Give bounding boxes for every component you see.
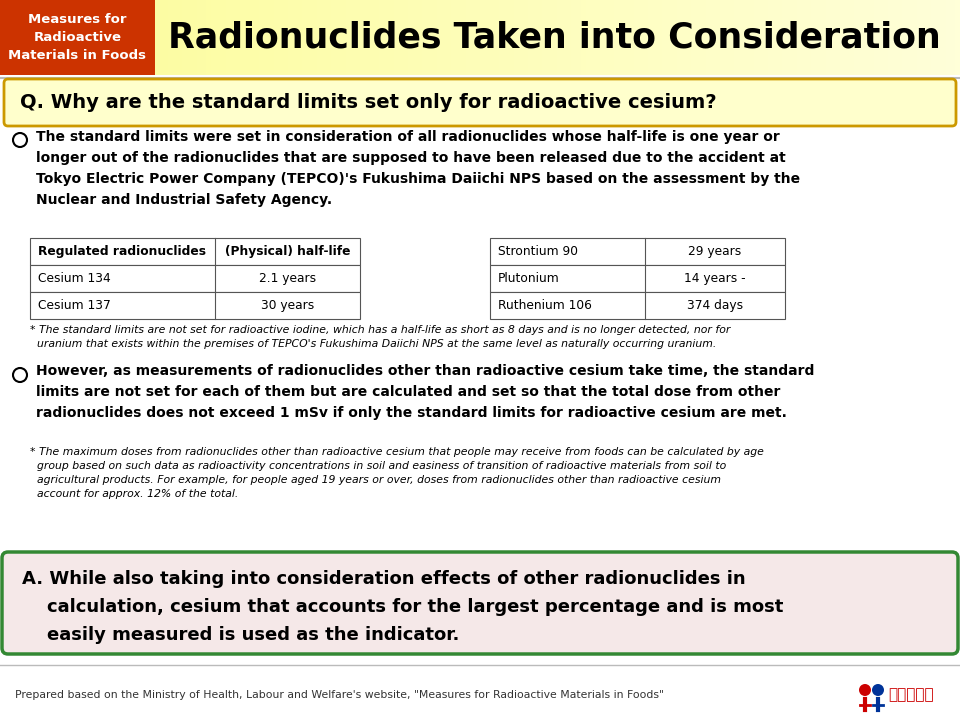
Text: agricultural products. For example, for people aged 19 years or over, doses from: agricultural products. For example, for … xyxy=(30,475,721,485)
Text: Measures for
Radioactive
Materials in Foods: Measures for Radioactive Materials in Fo… xyxy=(9,13,147,62)
Text: 14 years -: 14 years - xyxy=(684,272,746,285)
Text: 29 years: 29 years xyxy=(688,245,742,258)
Text: * The maximum doses from radionuclides other than radioactive cesium that people: * The maximum doses from radionuclides o… xyxy=(30,447,764,457)
Text: (Physical) half-life: (Physical) half-life xyxy=(225,245,350,258)
FancyBboxPatch shape xyxy=(490,292,785,319)
Text: Ruthenium 106: Ruthenium 106 xyxy=(498,299,592,312)
Text: 2.1 years: 2.1 years xyxy=(259,272,316,285)
Text: Q. Why are the standard limits set only for radioactive cesium?: Q. Why are the standard limits set only … xyxy=(20,93,716,112)
Text: 厚生労働省: 厚生労働省 xyxy=(888,688,934,703)
FancyBboxPatch shape xyxy=(30,265,360,292)
Text: Plutonium: Plutonium xyxy=(498,272,560,285)
Text: * The standard limits are not set for radioactive iodine, which has a half-life : * The standard limits are not set for ra… xyxy=(30,325,731,335)
Text: uranium that exists within the premises of TEPCO's Fukushima Daiichi NPS at the : uranium that exists within the premises … xyxy=(30,339,716,349)
Text: 374 days: 374 days xyxy=(687,299,743,312)
Text: Prepared based on the Ministry of Health, Labour and Welfare's website, "Measure: Prepared based on the Ministry of Health… xyxy=(15,690,664,700)
FancyBboxPatch shape xyxy=(30,292,360,319)
Text: Strontium 90: Strontium 90 xyxy=(498,245,578,258)
FancyBboxPatch shape xyxy=(490,238,785,265)
Text: Cesium 137: Cesium 137 xyxy=(38,299,110,312)
Text: However, as measurements of radionuclides other than radioactive cesium take tim: However, as measurements of radionuclide… xyxy=(36,364,814,420)
Circle shape xyxy=(859,684,871,696)
FancyBboxPatch shape xyxy=(490,265,785,292)
Text: 30 years: 30 years xyxy=(261,299,314,312)
Text: easily measured is used as the indicator.: easily measured is used as the indicator… xyxy=(22,626,460,644)
Text: Regulated radionuclides: Regulated radionuclides xyxy=(38,245,206,258)
Text: account for approx. 12% of the total.: account for approx. 12% of the total. xyxy=(30,489,238,499)
Circle shape xyxy=(872,684,884,696)
Text: Radionuclides Taken into Consideration: Radionuclides Taken into Consideration xyxy=(168,20,941,55)
Text: The standard limits were set in consideration of all radionuclides whose half-li: The standard limits were set in consider… xyxy=(36,130,800,207)
Text: A. While also taking into consideration effects of other radionuclides in: A. While also taking into consideration … xyxy=(22,570,746,588)
FancyBboxPatch shape xyxy=(2,552,958,654)
FancyBboxPatch shape xyxy=(0,0,155,75)
FancyBboxPatch shape xyxy=(4,79,956,126)
FancyBboxPatch shape xyxy=(30,238,360,265)
Text: calculation, cesium that accounts for the largest percentage and is most: calculation, cesium that accounts for th… xyxy=(22,598,783,616)
Text: Cesium 134: Cesium 134 xyxy=(38,272,110,285)
Text: group based on such data as radioactivity concentrations in soil and easiness of: group based on such data as radioactivit… xyxy=(30,461,727,471)
